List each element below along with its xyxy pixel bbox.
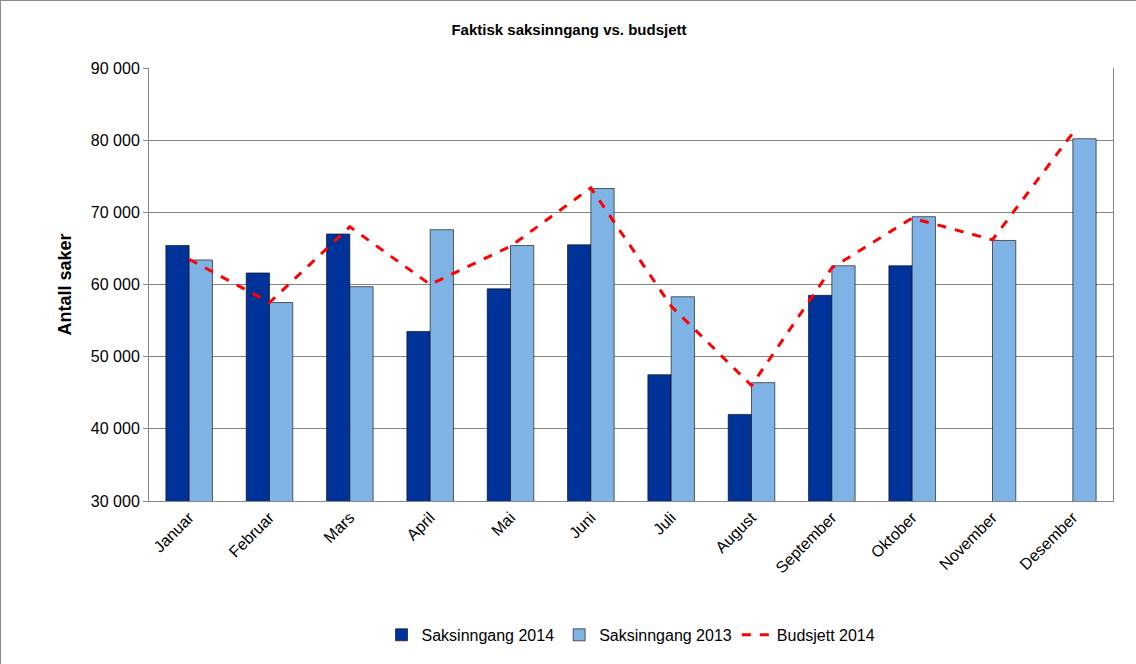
- svg-text:90 000: 90 000: [91, 60, 140, 77]
- svg-text:40 000: 40 000: [91, 420, 140, 437]
- svg-text:50 000: 50 000: [91, 348, 140, 365]
- svg-text:Saksinngang 2014: Saksinngang 2014: [422, 627, 555, 644]
- svg-text:November: November: [936, 508, 1001, 573]
- svg-text:Faktisk saksinngang vs. budsje: Faktisk saksinngang vs. budsjett: [451, 21, 686, 38]
- svg-text:Januar: Januar: [150, 508, 197, 555]
- svg-text:September: September: [772, 508, 840, 576]
- svg-text:Mai: Mai: [488, 509, 518, 539]
- svg-text:Saksinngang 2013: Saksinngang 2013: [599, 627, 732, 644]
- svg-text:30 000: 30 000: [91, 493, 140, 510]
- svg-text:August: August: [712, 509, 760, 557]
- svg-text:70 000: 70 000: [91, 204, 140, 221]
- svg-text:Februar: Februar: [226, 508, 278, 560]
- svg-text:80 000: 80 000: [91, 132, 140, 149]
- svg-text:Desember: Desember: [1016, 508, 1081, 573]
- svg-text:Budsjett 2014: Budsjett 2014: [777, 627, 875, 644]
- svg-text:Mars: Mars: [320, 509, 357, 546]
- svg-text:Antall saker: Antall saker: [55, 233, 75, 335]
- svg-text:Juni: Juni: [566, 509, 599, 542]
- svg-text:Oktober: Oktober: [868, 508, 921, 561]
- svg-text:April: April: [403, 509, 438, 544]
- svg-text:60 000: 60 000: [91, 276, 140, 293]
- svg-text:Juli: Juli: [650, 509, 679, 538]
